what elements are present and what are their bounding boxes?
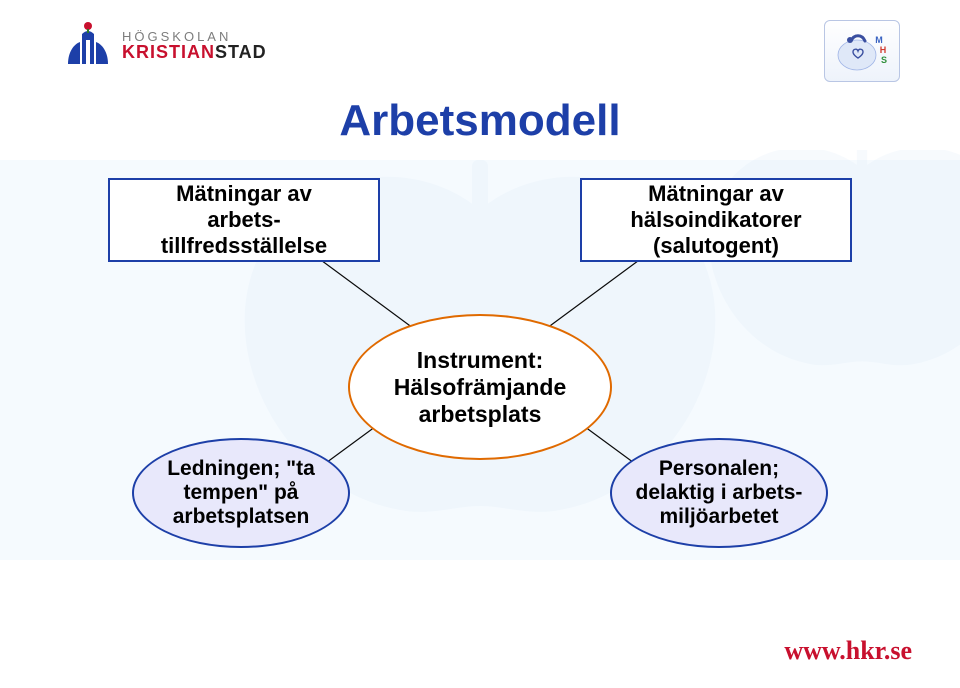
svg-text:M: M bbox=[875, 35, 883, 45]
slide-title: Arbetsmodell bbox=[0, 96, 960, 146]
node-staff: Personalen;delaktig i arbets-miljöarbete… bbox=[610, 438, 828, 548]
node-text-line: Ledningen; "ta bbox=[167, 457, 315, 481]
svg-text:H: H bbox=[880, 45, 887, 55]
node-text-line: hälsoindikatorer bbox=[630, 207, 801, 233]
node-text-line: Hälsofrämjande bbox=[394, 374, 567, 401]
node-instrument: Instrument:Hälsofrämjandearbetsplats bbox=[348, 314, 612, 460]
footer-url: www.hkr.se bbox=[784, 636, 912, 666]
node-text-line: miljöarbetet bbox=[659, 505, 778, 529]
node-measurements-satisfaction: Mätningar avarbets-tillfredsställelse bbox=[108, 178, 380, 262]
hkr-wordmark: HÖGSKOLAN KRISTIANSTAD bbox=[122, 30, 267, 63]
node-text-line: tempen" på bbox=[184, 481, 299, 505]
node-text-line: Personalen; bbox=[659, 457, 779, 481]
svg-text:S: S bbox=[881, 55, 887, 65]
hkr-line1: HÖGSKOLAN bbox=[122, 30, 267, 44]
node-text-line: Mätningar av bbox=[648, 181, 784, 207]
node-text-line: delaktig i arbets- bbox=[636, 481, 803, 505]
node-text-line: arbetsplatsen bbox=[173, 505, 310, 529]
node-text-line: Mätningar av bbox=[176, 181, 312, 207]
node-text-line: arbets- bbox=[207, 207, 280, 233]
node-text-line: tillfredsställelse bbox=[161, 233, 327, 259]
logo-mhs: M H S bbox=[824, 20, 900, 82]
hkr-mark-icon bbox=[60, 20, 112, 72]
header: HÖGSKOLAN KRISTIANSTAD M H S bbox=[0, 16, 960, 96]
node-management: Ledningen; "tatempen" påarbetsplatsen bbox=[132, 438, 350, 548]
logo-hkr: HÖGSKOLAN KRISTIANSTAD bbox=[60, 20, 267, 72]
node-measurements-health: Mätningar avhälsoindikatorer(salutogent) bbox=[580, 178, 852, 262]
node-text-line: (salutogent) bbox=[653, 233, 779, 259]
node-text-line: Instrument: bbox=[417, 347, 544, 374]
node-text-line: arbetsplats bbox=[419, 401, 542, 428]
hkr-line2: KRISTIANSTAD bbox=[122, 43, 267, 62]
